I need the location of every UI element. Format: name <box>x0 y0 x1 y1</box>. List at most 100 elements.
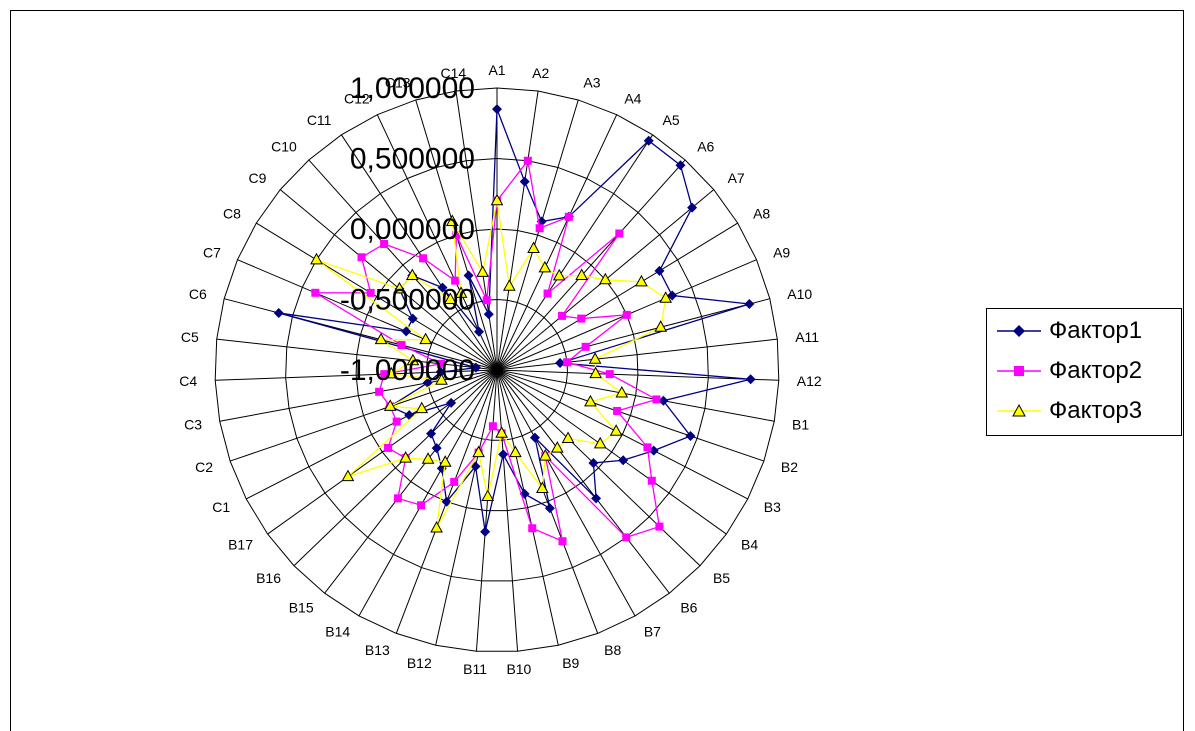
data-point-A4 <box>538 260 552 273</box>
grid-spoke <box>293 369 498 567</box>
data-point-A9 <box>659 291 673 303</box>
data-point-B14 <box>438 455 452 467</box>
grid-spoke <box>496 369 765 462</box>
chart-area <box>10 10 1184 731</box>
data-point-C11 <box>419 254 428 263</box>
data-point-B8 <box>535 481 549 494</box>
grid-spoke <box>496 159 686 371</box>
data-point-A12 <box>605 370 614 379</box>
grid-spoke <box>496 222 738 371</box>
data-point-A3 <box>535 224 544 233</box>
data-point-A3 <box>527 241 540 253</box>
data-point-B12 <box>472 445 485 458</box>
data-point-C12 <box>474 326 485 337</box>
category-label: B5 <box>713 570 730 586</box>
grid-spoke <box>455 90 498 371</box>
legend-item-factor3: Фактор3 <box>995 395 1142 427</box>
data-point-A6 <box>575 268 589 280</box>
category-label: C11 <box>307 112 332 128</box>
category-label: C1 <box>212 499 230 515</box>
data-point-C14 <box>483 309 494 320</box>
data-point-B8 <box>558 537 567 546</box>
category-label: C14 <box>440 65 466 81</box>
tick-label: 0,000000 <box>350 213 475 246</box>
data-point-C8 <box>310 252 323 265</box>
data-point-C1 <box>415 401 429 414</box>
data-point-A10 <box>654 320 668 332</box>
grid-spoke <box>496 369 636 617</box>
category-label: B17 <box>228 537 253 553</box>
data-point-B1 <box>615 386 629 398</box>
category-label: B11 <box>463 661 487 677</box>
data-point-C10 <box>405 268 419 280</box>
data-point-B15 <box>393 494 402 503</box>
category-label: B6 <box>680 599 697 615</box>
category-label: A2 <box>532 65 549 81</box>
tick-label: 1,000000 <box>350 72 475 105</box>
category-label: A9 <box>773 245 790 261</box>
data-point-C9 <box>357 253 366 262</box>
category-label: C3 <box>184 416 202 432</box>
data-point-C6 <box>273 307 284 318</box>
data-point-B2 <box>584 394 597 407</box>
grid-spoke <box>279 189 498 371</box>
data-point-B17 <box>341 469 355 482</box>
legend-label-factor1: Фактор1 <box>1049 317 1143 344</box>
legend-item-factor1: Фактор1 <box>995 315 1142 347</box>
data-point-B1 <box>658 395 669 406</box>
data-point-C9 <box>393 281 406 294</box>
grid-spoke <box>496 369 670 594</box>
category-label: B15 <box>289 599 314 615</box>
data-point-C3 <box>375 387 384 396</box>
data-point-A2 <box>502 279 516 291</box>
category-label: A4 <box>624 90 641 106</box>
grid-spoke <box>496 114 618 371</box>
legend: Фактор1 Фактор2 Фактор3 <box>986 308 1182 436</box>
category-label: C2 <box>195 459 213 475</box>
legend-swatch-factor1 <box>997 325 1041 337</box>
grid-spoke <box>358 369 498 617</box>
tick-label: -1,000000 <box>340 354 475 387</box>
grid-spoke <box>219 369 498 422</box>
category-label: B14 <box>325 624 350 640</box>
category-label: C9 <box>248 170 266 186</box>
data-point-A5 <box>552 268 566 281</box>
grid-spoke <box>496 369 779 381</box>
category-label: B4 <box>741 537 758 553</box>
category-label: A7 <box>728 170 745 186</box>
grid-spoke <box>340 134 498 371</box>
data-point-B14 <box>417 501 426 510</box>
data-point-A8 <box>635 274 648 287</box>
data-point-C14 <box>476 265 489 277</box>
legend-item-factor2: Фактор2 <box>995 355 1142 387</box>
data-point-C1 <box>392 417 401 426</box>
grid-spoke <box>496 369 701 567</box>
data-point-B17 <box>384 443 393 452</box>
grid-spoke <box>496 369 775 422</box>
data-point-C4 <box>384 366 398 379</box>
data-point-B5 <box>561 431 575 444</box>
data-point-C11 <box>443 292 457 304</box>
category-label: C10 <box>271 139 297 155</box>
data-point-C7 <box>401 326 412 337</box>
data-point-B11 <box>488 422 497 431</box>
grid-ring <box>285 157 709 582</box>
data-point-B4 <box>618 455 629 466</box>
grid-spoke <box>216 338 498 371</box>
grid-ring <box>426 298 568 441</box>
grid-spoke <box>496 298 770 371</box>
grid-spoke <box>435 369 498 646</box>
data-point-A2 <box>523 156 532 165</box>
data-point-B1 <box>652 395 661 404</box>
category-label: B2 <box>781 459 798 475</box>
data-point-C14 <box>482 296 491 305</box>
data-point-C13 <box>463 270 474 281</box>
category-label: B3 <box>764 499 781 515</box>
data-point-A8 <box>577 314 586 323</box>
data-point-C5 <box>436 359 445 368</box>
data-point-B10 <box>498 449 509 460</box>
data-point-C3 <box>435 373 448 385</box>
data-point-C1 <box>404 410 415 421</box>
data-point-B6 <box>622 533 631 542</box>
grid-ring <box>214 87 780 652</box>
